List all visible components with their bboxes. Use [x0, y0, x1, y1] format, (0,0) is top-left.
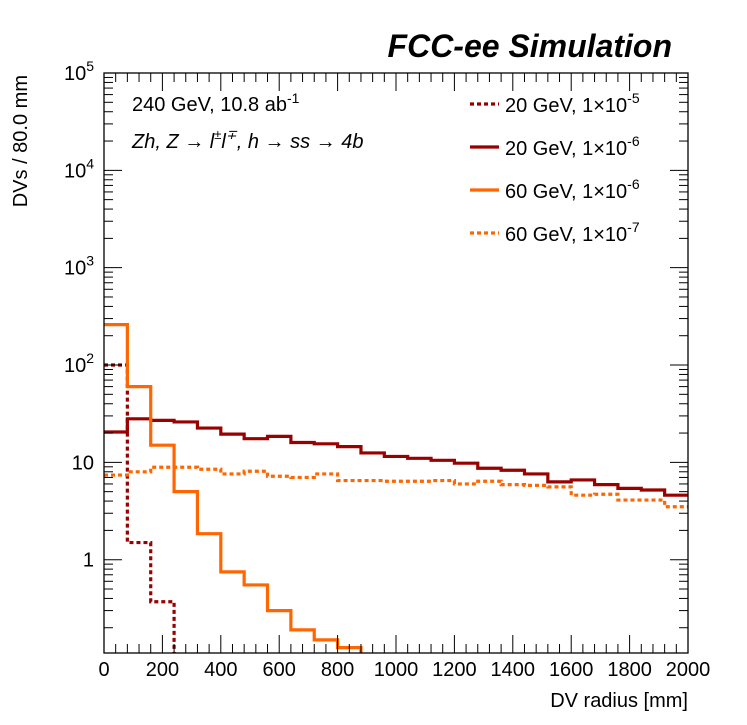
y-tick-base: 10 [64, 160, 86, 182]
series-line-3 [104, 323, 363, 653]
y-tick-label: 1 [83, 550, 94, 572]
process-annotation: Zh, Z → l±l∓, h → ss → 4b [131, 127, 363, 153]
x-tick-label: 1400 [491, 659, 536, 681]
luminosity-exponent: -1 [287, 90, 300, 106]
y-tick-base: 10 [64, 63, 86, 85]
x-tick-label: 1000 [374, 659, 419, 681]
x-tick-label: 0 [98, 659, 109, 681]
y-tick-base: 10 [72, 452, 94, 474]
process-part-f: 4b [336, 131, 364, 153]
y-tick-base: 1 [83, 550, 94, 572]
process-arrow-1: → [184, 131, 204, 153]
x-tick-label: 400 [204, 659, 237, 681]
process-part-e: ss [285, 131, 316, 153]
series-line-2 [104, 417, 688, 497]
x-tick-label: 1200 [432, 659, 477, 681]
x-tick-label: 800 [321, 659, 354, 681]
process-arrow-2: → [265, 131, 285, 153]
x-tick-label: 1600 [549, 659, 594, 681]
axes-layer: 0 200 400 600 800 1000 1200 1400 1600 1800 2000 1 10… [64, 58, 710, 681]
process-sup-1: ± [214, 127, 221, 142]
series-layer [104, 323, 688, 653]
legend-label-main: 20 GeV, 1×10 [505, 95, 627, 117]
x-tick-label: 1800 [607, 659, 652, 681]
x-tick-label: 600 [263, 659, 296, 681]
x-tick-label: 2000 [666, 659, 711, 681]
y-tick-base: 10 [64, 355, 86, 377]
legend-label-1: 20 GeV, 1×10-5 [505, 90, 640, 117]
y-tick-exponent: 4 [86, 155, 94, 171]
legend-label-exponent: -7 [627, 219, 640, 235]
y-tick-base: 10 [64, 258, 86, 280]
process-part-d: , h [237, 131, 265, 153]
chart-title: FCC-ee Simulation [388, 28, 672, 64]
process-arrow-3: → [316, 131, 336, 153]
process-sup-2: ∓ [226, 127, 238, 142]
legend-label-exponent: -5 [627, 90, 640, 106]
y-tick-exponent: 2 [86, 350, 94, 366]
y-tick-label: 104 [64, 155, 94, 182]
energy-luminosity-text: 240 GeV, 10.8 ab [132, 94, 287, 116]
y-tick-label: 102 [64, 350, 94, 377]
legend-label-3: 60 GeV, 1×10-6 [505, 176, 640, 203]
energy-luminosity-annotation: 240 GeV, 10.8 ab-1 [132, 90, 300, 116]
x-axis-label: DV radius [mm] [550, 690, 688, 712]
legend-label-main: 20 GeV, 1×10 [505, 138, 627, 160]
y-tick-label: 10 [72, 452, 94, 474]
legend-label-exponent: -6 [627, 133, 640, 149]
legend-label-main: 60 GeV, 1×10 [505, 181, 627, 203]
y-tick-label: 105 [64, 58, 94, 85]
x-tick-label: 200 [146, 659, 179, 681]
y-tick-label: 103 [64, 253, 94, 280]
series-line-4 [104, 465, 688, 509]
legend: 20 GeV, 1×10-520 GeV, 1×10-660 GeV, 1×10… [470, 90, 640, 246]
series-line-1 [104, 363, 176, 653]
process-part-b: l [204, 131, 215, 153]
y-tick-exponent: 5 [86, 58, 94, 74]
legend-label-main: 60 GeV, 1×10 [505, 224, 627, 246]
process-part-a: Zh, Z [131, 131, 184, 153]
plot-frame [103, 72, 689, 654]
legend-label-4: 60 GeV, 1×10-7 [505, 219, 640, 246]
y-axis-label: DVs / 80.0 mm [10, 75, 32, 207]
y-tick-exponent: 3 [86, 253, 94, 269]
legend-label-exponent: -6 [627, 176, 640, 192]
process-part-c: l [221, 131, 226, 153]
legend-label-2: 20 GeV, 1×10-6 [505, 133, 640, 160]
